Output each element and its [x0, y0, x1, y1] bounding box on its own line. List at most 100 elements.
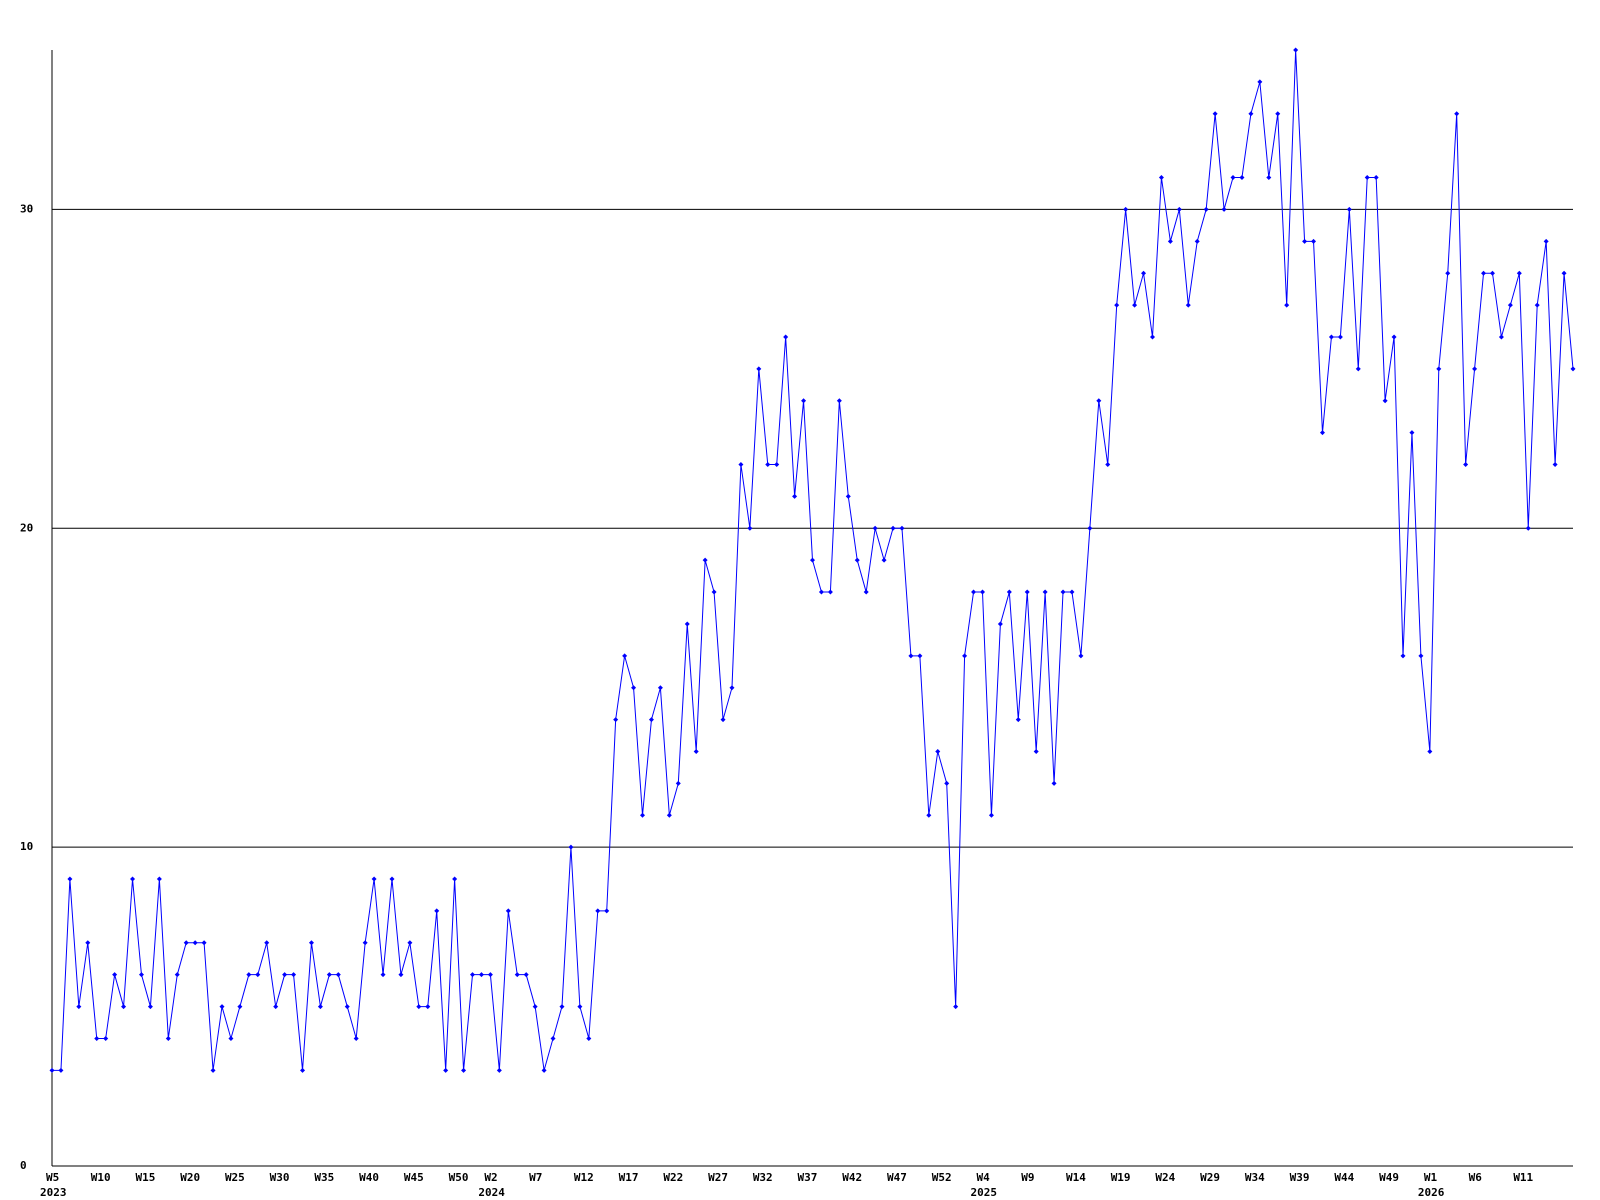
marker: [729, 685, 735, 691]
marker: [138, 972, 144, 978]
marker: [1266, 175, 1272, 181]
marker: [1355, 366, 1361, 372]
marker: [1185, 302, 1191, 308]
marker: [1060, 589, 1066, 595]
x-tick-label: W12: [574, 1171, 594, 1184]
marker: [890, 525, 896, 531]
marker: [1337, 334, 1343, 340]
marker: [1525, 525, 1531, 531]
marker: [1319, 430, 1325, 436]
x-tick-label: W11: [1513, 1171, 1533, 1184]
marker: [1149, 334, 1155, 340]
x-year-label: 2025: [970, 1186, 997, 1199]
marker: [174, 972, 180, 978]
marker: [648, 717, 654, 723]
x-tick-label: W40: [359, 1171, 379, 1184]
marker: [899, 525, 905, 531]
marker: [854, 557, 860, 563]
marker: [1051, 780, 1057, 786]
marker: [532, 1004, 538, 1010]
marker: [434, 908, 440, 914]
marker: [738, 462, 744, 468]
x-tick-label: W25: [225, 1171, 245, 1184]
marker: [801, 398, 807, 404]
marker: [523, 972, 529, 978]
marker: [1069, 589, 1075, 595]
marker: [452, 876, 458, 882]
marker: [49, 1067, 55, 1073]
marker: [962, 653, 968, 659]
marker: [1096, 398, 1102, 404]
marker: [103, 1035, 109, 1041]
marker: [398, 972, 404, 978]
marker: [568, 844, 574, 850]
y-tick-label: 20: [20, 521, 33, 534]
marker: [1373, 175, 1379, 181]
marker: [1489, 270, 1495, 276]
marker: [1463, 462, 1469, 468]
marker: [577, 1004, 583, 1010]
marker: [1194, 238, 1200, 244]
marker: [783, 334, 789, 340]
marker: [300, 1067, 306, 1073]
marker: [1221, 206, 1227, 212]
marker: [1230, 175, 1236, 181]
marker: [747, 525, 753, 531]
marker: [1391, 334, 1397, 340]
marker: [595, 908, 601, 914]
marker: [1481, 270, 1487, 276]
marker: [926, 812, 932, 818]
marker: [76, 1004, 82, 1010]
x-year-label: 2024: [478, 1186, 505, 1199]
x-tick-label: W29: [1200, 1171, 1220, 1184]
marker: [640, 812, 646, 818]
x-tick-label: W52: [932, 1171, 952, 1184]
marker: [183, 940, 189, 946]
marker: [147, 1004, 153, 1010]
marker: [675, 780, 681, 786]
marker: [1418, 653, 1424, 659]
marker: [1167, 238, 1173, 244]
marker: [219, 1004, 225, 1010]
marker: [264, 940, 270, 946]
marker: [94, 1035, 100, 1041]
x-tick-label: W7: [529, 1171, 542, 1184]
marker: [112, 972, 118, 978]
marker: [559, 1004, 565, 1010]
x-tick-label: W5: [46, 1171, 59, 1184]
x-tick-label: W44: [1334, 1171, 1354, 1184]
marker: [792, 493, 798, 499]
marker: [604, 908, 610, 914]
x-tick-label: W6: [1469, 1171, 1483, 1184]
marker: [291, 972, 297, 978]
marker: [1382, 398, 1388, 404]
y-tick-label: 0: [20, 1159, 27, 1172]
x-tick-label: W49: [1379, 1171, 1399, 1184]
marker: [1176, 206, 1182, 212]
x-tick-label: W15: [135, 1171, 155, 1184]
marker: [1445, 270, 1451, 276]
marker: [1203, 206, 1209, 212]
x-tick-label: W42: [842, 1171, 862, 1184]
marker: [443, 1067, 449, 1073]
marker: [470, 972, 476, 978]
marker: [1158, 175, 1164, 181]
marker: [416, 1004, 422, 1010]
marker: [407, 940, 413, 946]
marker: [1123, 206, 1129, 212]
marker: [908, 653, 914, 659]
marker: [765, 462, 771, 468]
marker: [371, 876, 377, 882]
marker: [1436, 366, 1442, 372]
marker: [1239, 175, 1245, 181]
marker: [979, 589, 985, 595]
marker: [1284, 302, 1290, 308]
marker: [836, 398, 842, 404]
marker: [1427, 748, 1433, 754]
marker: [121, 1004, 127, 1010]
marker: [1498, 334, 1504, 340]
marker: [622, 653, 628, 659]
marker: [228, 1035, 234, 1041]
x-tick-label: W19: [1111, 1171, 1131, 1184]
